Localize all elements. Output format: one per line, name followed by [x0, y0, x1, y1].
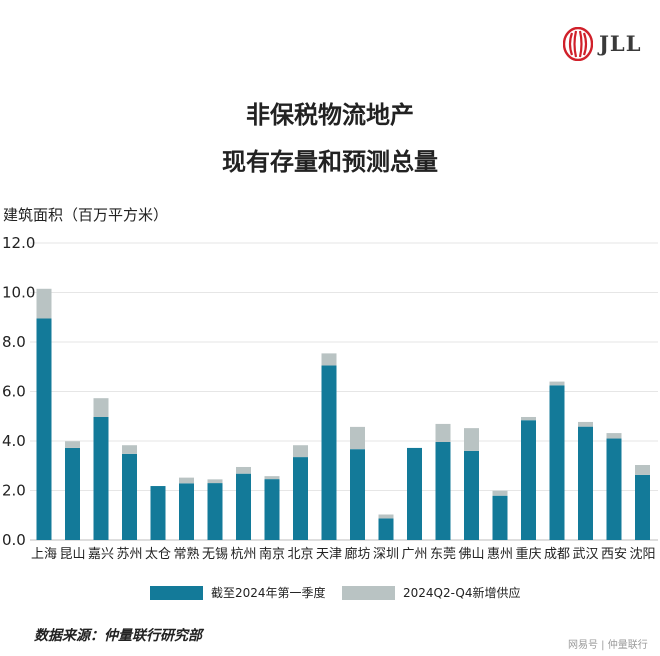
bar-current-17: [521, 420, 536, 540]
x-tick-label: 佛山: [458, 547, 484, 562]
y-tick-label: 12.0: [2, 234, 35, 252]
x-tick-label: 北京: [287, 547, 313, 562]
bar-new-supply-18: [549, 381, 565, 386]
bar-current-0: [36, 318, 52, 540]
y-tick-label: 8.0: [2, 333, 26, 351]
x-tick-label: 廊坊: [344, 546, 370, 562]
bar-new-supply-19: [578, 421, 593, 427]
bar-current-12: [378, 518, 394, 540]
bar-new-supply-6: [207, 479, 223, 484]
bar-new-supply-17: [521, 416, 536, 421]
jll-logo: JLL: [563, 27, 643, 61]
data-source: 数据来源：仲量联行研究部: [34, 628, 202, 644]
bar-current-5: [179, 483, 194, 540]
x-tick-label: 昆山: [59, 547, 85, 562]
chart-title-line2: 现有存量和预测总量: [222, 148, 438, 176]
legend: 截至2024年第一季度 2024Q2-Q4新增供应: [150, 582, 570, 604]
bar-new-supply-15: [464, 428, 479, 451]
bar-new-supply-1: [65, 441, 80, 448]
legend-swatch-new-supply: [342, 586, 395, 600]
bar-new-supply-7: [236, 466, 251, 474]
bar-new-supply-20: [606, 433, 622, 439]
x-tick-label: 嘉兴: [88, 547, 114, 562]
x-tick-label: 沈阳: [629, 547, 655, 562]
bar-current-11: [350, 449, 365, 540]
jll-logo-text: JLL: [599, 31, 642, 56]
legend-swatch-current: [150, 586, 203, 600]
watermark: 网易号 | 仲量联行: [568, 640, 648, 651]
bar-new-supply-21: [635, 465, 650, 475]
bar-new-supply-9: [293, 445, 308, 458]
bar-new-supply-2: [93, 398, 109, 417]
bar-current-16: [492, 495, 508, 540]
bar-current-20: [606, 438, 622, 540]
x-tick-label: 西安: [601, 547, 627, 562]
y-tick-label: 4.0: [2, 432, 26, 450]
bar-current-19: [578, 426, 593, 540]
x-tick-label: 武汉: [572, 547, 598, 562]
x-tick-label: 苏州: [116, 546, 142, 562]
x-tick-label: 上海: [31, 547, 57, 562]
bar-current-7: [236, 473, 251, 540]
bar-current-10: [321, 365, 337, 540]
bar-new-supply-12: [378, 514, 394, 519]
x-tick-label: 无锡: [202, 547, 228, 562]
x-tick-label: 重庆: [515, 546, 541, 562]
bar-current-9: [293, 457, 308, 540]
bar-current-4: [150, 486, 166, 540]
x-tick-label: 成都: [544, 547, 570, 562]
bar-new-supply-11: [350, 426, 365, 450]
bar-new-supply-3: [122, 445, 137, 454]
bar-new-supply-5: [179, 477, 194, 484]
bar-new-supply-0: [36, 288, 52, 319]
x-tick-label: 广州: [401, 547, 427, 562]
x-tick-label: 太仓: [145, 547, 171, 562]
bar-current-6: [207, 483, 223, 540]
y-tick-label: 2.0: [2, 482, 26, 500]
legend-label-current: 截至2024年第一季度: [211, 586, 326, 600]
bar-current-8: [264, 479, 280, 540]
jll-logo-mark-icon: [563, 27, 593, 61]
y-tick-label: 10.0: [2, 284, 35, 302]
bar-new-supply-14: [435, 423, 451, 442]
x-tick-label: 东莞: [430, 547, 456, 562]
x-tick-label: 南京: [259, 546, 285, 562]
bar-new-supply-10: [321, 353, 337, 366]
bar-current-21: [635, 474, 650, 540]
chart-title-line1: 非保税物流地产: [246, 101, 414, 129]
y-tick-label: 6.0: [2, 383, 26, 401]
y-axis-label: 建筑面积（百万平方米）: [3, 206, 169, 224]
bar-chart: 0.0 2.0 4.0 6.0 8.0 10.0 12.0 上海 昆山 嘉兴 苏州 太仓 常熟 无锡 杭州南…: [2, 234, 658, 562]
x-tick-label: 深圳: [373, 547, 399, 562]
bar-current-3: [122, 453, 137, 540]
x-tick-label: 常熟: [173, 546, 199, 562]
bar-new-supply-16: [492, 490, 508, 496]
bar-current-15: [464, 450, 479, 540]
bar-new-supply-8: [264, 476, 280, 480]
x-tick-label: 惠州: [487, 547, 513, 562]
bar-current-18: [549, 385, 565, 540]
y-tick-label: 0.0: [2, 531, 26, 549]
bar-current-13: [407, 447, 422, 540]
x-tick-label: 天津: [316, 547, 342, 562]
x-tick-label: 杭州: [230, 547, 256, 562]
bar-current-1: [65, 447, 80, 540]
bar-current-14: [435, 441, 451, 540]
legend-label-new-supply: 2024Q2-Q4新增供应: [403, 586, 521, 600]
bar-current-2: [93, 416, 109, 540]
